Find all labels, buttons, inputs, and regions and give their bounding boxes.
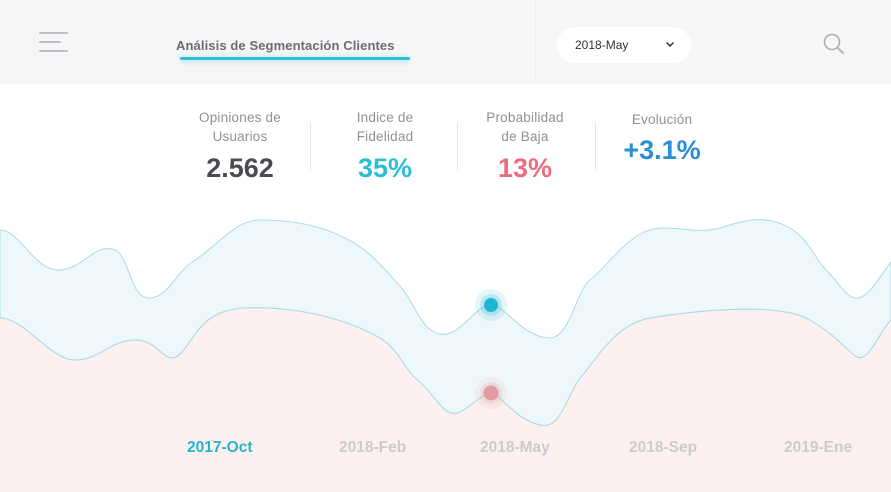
top-bar (0, 0, 891, 84)
search-icon[interactable] (822, 32, 846, 56)
kpi-separator (310, 122, 311, 170)
page-title: Análisis de Segmentación Clientes (176, 38, 395, 53)
kpi-user-reviews: Opiniones de Usuarios 2.562 (180, 108, 300, 184)
kpi-separator (595, 122, 596, 170)
kpi-value: 2.562 (206, 153, 274, 183)
timeline-label-2018-feb[interactable]: 2018-Feb (339, 439, 407, 456)
active-marker[interactable] (475, 289, 507, 321)
hamburger-menu-icon[interactable] (39, 32, 68, 52)
kpi-label: Indice de Fidelidad (356, 110, 414, 144)
date-select[interactable]: 2018-May (557, 27, 691, 63)
timeline-label-2019-ene[interactable]: 2019-Ene (784, 439, 853, 456)
kpi-evolution: Evolución +3.1% (607, 110, 717, 166)
timeline-label-2018-sep[interactable]: 2018-Sep (629, 439, 698, 456)
kpi-value: 13% (497, 153, 553, 183)
kpi-churn-probability: Probabilidad de Baja 13% (470, 108, 580, 184)
kpi-label: Probabilidad de Baja (486, 110, 564, 144)
kpi-label: Opiniones de Usuarios (199, 110, 281, 144)
kpi-label: Evolución (631, 112, 693, 127)
kpi-separator (457, 122, 458, 170)
header-divider (535, 0, 536, 84)
chevron-down-icon (666, 36, 674, 57)
kpi-loyalty-index: Indice de Fidelidad 35% (330, 108, 440, 184)
timeline-label-2018-may[interactable]: 2018-May (480, 439, 550, 456)
page-title-tab[interactable]: Análisis de Segmentación Clientes (176, 37, 395, 55)
kpi-value: 35% (357, 153, 413, 183)
secondary-marker[interactable] (475, 377, 507, 409)
kpi-value: +3.1% (623, 135, 701, 165)
lower-band-edge (0, 307, 891, 426)
active-tab-underline (180, 57, 410, 60)
timeline-label-2017-oct[interactable]: 2017-Oct (187, 439, 253, 456)
lower-band (0, 307, 891, 492)
date-select-value: 2018-May (575, 38, 629, 52)
